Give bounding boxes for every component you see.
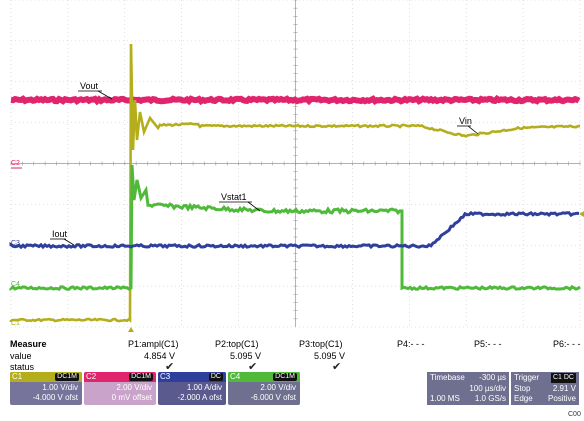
- measure-value-row-label: value: [10, 351, 32, 361]
- measure-p2-name[interactable]: P2:top(C1): [215, 339, 259, 349]
- p3-status-check-icon: ✔: [332, 361, 342, 373]
- channel-c2-coupling: DC1M: [129, 373, 153, 381]
- channel-c4-scale: 2.00 V/div: [260, 383, 296, 392]
- channel-c2-box[interactable]: C2 DC1M 2.00 V/div 0 mV offset: [84, 372, 156, 405]
- measure-status-row-label: status: [10, 362, 35, 372]
- trigger-time-marker: [128, 327, 134, 332]
- trace-c3: [9, 210, 580, 250]
- trigger-slope: Positive: [547, 394, 576, 403]
- p2-status-check-icon: ✔: [248, 361, 258, 373]
- timebase-label: Timebase: [430, 373, 465, 382]
- channel-c4-coupling: DC1M: [273, 373, 297, 381]
- trigger-label: Trigger: [514, 373, 540, 382]
- trace-c2: [10, 94, 581, 106]
- channel-c1-tag: C1: [12, 372, 23, 381]
- graticule: [10, 0, 581, 328]
- channel-c3-coupling: DC: [208, 373, 223, 381]
- channel-c1-offset: -4.000 V ofst: [32, 393, 78, 402]
- waveform-traces: [9, 43, 581, 324]
- channel-c3-scale: 1.00 A/div: [186, 383, 222, 392]
- trigger-mode: Stop: [514, 384, 531, 393]
- channel-c1-scale: 1.00 V/div: [42, 383, 78, 392]
- timebase-rate: 100 µs/div: [469, 384, 506, 393]
- trigger-type: Edge: [514, 394, 533, 403]
- trace-annotations: Vout Vin Vstat1 Iout: [50, 81, 479, 246]
- vout-label: Vout: [80, 81, 99, 91]
- vstat1-label: Vstat1: [221, 192, 247, 202]
- trigger-level: 2.91 V: [552, 384, 576, 393]
- channel-c4-box[interactable]: C4 DC1M 2.00 V/div -6.000 V ofst: [228, 372, 300, 405]
- measure-p1-name[interactable]: P1:ampl(C1): [128, 339, 179, 349]
- measure-p4-name[interactable]: P4:- - -: [397, 339, 425, 349]
- channel-c2-tag: C2: [86, 372, 97, 381]
- c3-marker: C3: [11, 240, 20, 247]
- trigger-level-marker: [579, 211, 584, 217]
- c1-marker: C1: [11, 320, 20, 327]
- measure-p2-value: 5.095 V: [230, 351, 262, 361]
- iout-label: Iout: [52, 229, 68, 239]
- c2-marker: C2: [11, 160, 20, 167]
- channel-c4-tag: C4: [230, 372, 241, 381]
- trace-c1: [9, 43, 581, 324]
- measure-p6-name[interactable]: P6:- - -: [553, 339, 581, 349]
- measure-p3-value: 5.095 V: [314, 351, 346, 361]
- measure-p3-name[interactable]: P3:top(C1): [299, 339, 343, 349]
- trace-c4: [9, 164, 581, 292]
- timebase-sample-rate: 1.0 GS/s: [474, 394, 506, 403]
- p1-status-check-icon: ✔: [165, 361, 175, 373]
- channel-markers: C2 C3 C4 C1: [11, 160, 584, 332]
- channel-c2-offset: 0 mV offset: [111, 393, 152, 402]
- trigger-source-badge: C1 DC: [550, 373, 576, 383]
- trigger-box[interactable]: Trigger C1 DC Stop 2.91 V Edge Positive: [511, 372, 579, 405]
- measure-title: Measure: [10, 339, 47, 349]
- channel-c3-box[interactable]: C3 DC 1.00 A/div -2.000 A ofst: [158, 372, 226, 405]
- timebase-delay: -300 µs: [479, 373, 506, 382]
- measure-p5-name[interactable]: P5:- - -: [474, 339, 502, 349]
- channel-c4-offset: -6.000 V ofst: [250, 393, 296, 402]
- channel-c1-coupling: DC1M: [55, 373, 79, 381]
- channel-c3-tag: C3: [160, 372, 171, 381]
- channel-c2-scale: 2.00 V/div: [116, 383, 152, 392]
- measure-p1-value: 4.854 V: [144, 351, 176, 361]
- corner-code: C00: [568, 411, 581, 418]
- channel-c3-offset: -2.000 A ofst: [177, 393, 222, 402]
- channel-c1-box[interactable]: C1 DC1M 1.00 V/div -4.000 V ofst: [10, 372, 82, 405]
- c4-marker: C4: [11, 281, 20, 288]
- timebase-box[interactable]: Timebase -300 µs 100 µs/div 1.00 MS 1.0 …: [427, 372, 509, 405]
- timebase-samples: 1.00 MS: [430, 394, 460, 403]
- oscilloscope-display: Vout Vin Vstat1 Iout C2 C3 C4 C1: [9, 0, 584, 332]
- vin-label: Vin: [459, 116, 472, 126]
